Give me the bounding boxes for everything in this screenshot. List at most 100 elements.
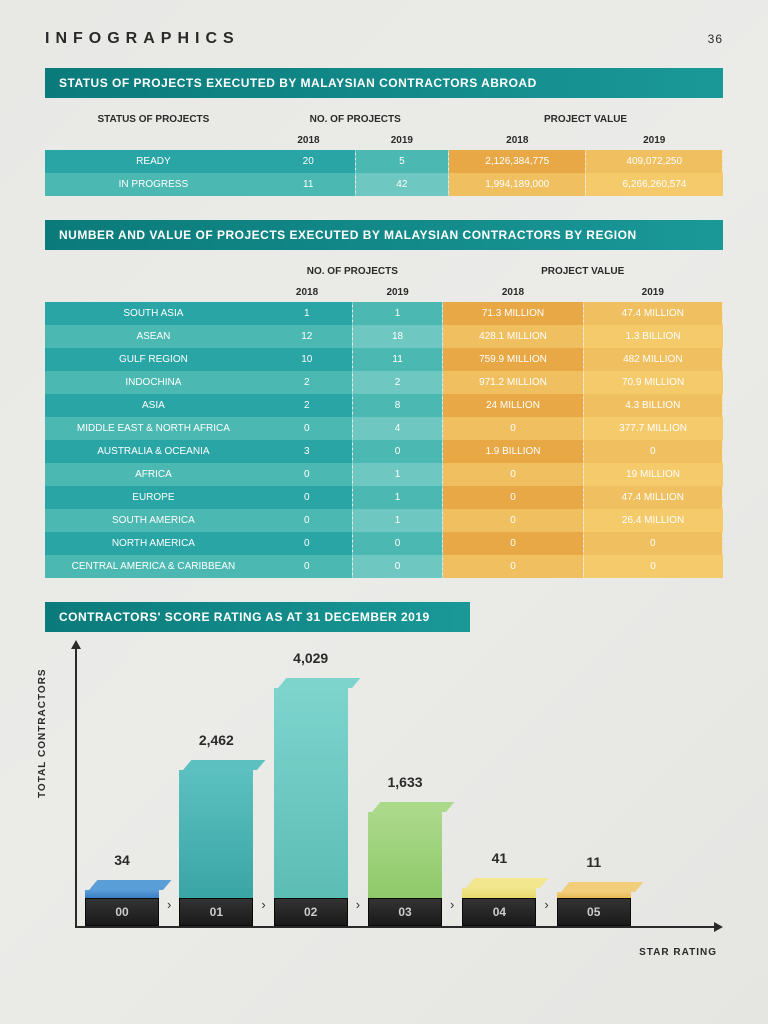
bar-value-label: 34 xyxy=(85,852,159,868)
cell: 1 xyxy=(352,463,443,486)
cell: 20 xyxy=(262,150,355,173)
cell: 5 xyxy=(355,150,448,173)
table-row: ASEAN1218428.1 MILLION1.3 BILLION xyxy=(45,325,723,348)
bar-value-label: 1,633 xyxy=(368,774,442,790)
table-header-row: NO. OF PROJECTS PROJECT VALUE xyxy=(45,260,723,283)
table-row: AUSTRALIA & OCEANIA301.9 BILLION0 xyxy=(45,440,723,463)
cell: 12 xyxy=(262,325,353,348)
table-row: EUROPE01047.4 MILLION xyxy=(45,486,723,509)
cell: 0 xyxy=(443,509,583,532)
y-axis xyxy=(75,648,77,928)
cell: 0 xyxy=(443,532,583,555)
bar-base-label: 04 xyxy=(462,898,536,926)
cell: 2 xyxy=(262,371,353,394)
table-region: NO. OF PROJECTS PROJECT VALUE 2018 2019 … xyxy=(45,260,723,578)
cell: 1,994,189,000 xyxy=(449,173,586,196)
cell: 0 xyxy=(583,440,722,463)
cell: 18 xyxy=(352,325,443,348)
cell: 409,072,250 xyxy=(586,150,723,173)
col-numproj: NO. OF PROJECTS xyxy=(262,108,449,131)
cell: 0 xyxy=(352,440,443,463)
cell: 2,126,384,775 xyxy=(449,150,586,173)
cell: 0 xyxy=(443,555,583,578)
table-status: STATUS OF PROJECTS NO. OF PROJECTS PROJE… xyxy=(45,108,723,196)
cell: 0 xyxy=(262,532,353,555)
x-axis-label: STAR RATING xyxy=(639,947,717,958)
bar-base-label: 05 xyxy=(557,898,631,926)
cell: 1 xyxy=(352,486,443,509)
col-status: STATUS OF PROJECTS xyxy=(45,108,262,131)
bar-value-label: 41 xyxy=(462,850,536,866)
row-label: EUROPE xyxy=(45,486,262,509)
table-row: CENTRAL AMERICA & CARIBBEAN0000 xyxy=(45,555,723,578)
section-status-abroad: STATUS OF PROJECTS EXECUTED BY MALAYSIAN… xyxy=(45,68,723,196)
cell: 1.3 BILLION xyxy=(583,325,722,348)
row-label: SOUTH AMERICA xyxy=(45,509,262,532)
bar-04: 4104 xyxy=(462,878,536,926)
col-projval: PROJECT VALUE xyxy=(449,108,723,131)
cell: 0 xyxy=(262,486,353,509)
bar-base-label: 02 xyxy=(274,898,348,926)
cell: 0 xyxy=(352,532,443,555)
row-label: SOUTH ASIA xyxy=(45,302,262,325)
section1-title: STATUS OF PROJECTS EXECUTED BY MALAYSIAN… xyxy=(45,68,723,98)
cell: 11 xyxy=(352,348,443,371)
bar-chart: TOTAL CONTRACTORS STAR RATING 3400›2,462… xyxy=(45,648,723,958)
table-row: READY2052,126,384,775409,072,250 xyxy=(45,150,723,173)
cell: 2 xyxy=(352,371,443,394)
col-projval: PROJECT VALUE xyxy=(443,260,723,283)
bar-value-label: 2,462 xyxy=(179,732,253,748)
arrow-separator: › xyxy=(450,897,454,912)
table-row: NORTH AMERICA0000 xyxy=(45,532,723,555)
cell: 971.2 MILLION xyxy=(443,371,583,394)
bar-base-label: 03 xyxy=(368,898,442,926)
cell: 4.3 BILLION xyxy=(583,394,722,417)
bar-base-label: 01 xyxy=(179,898,253,926)
cell: 10 xyxy=(262,348,353,371)
row-label: IN PROGRESS xyxy=(45,173,262,196)
cell: 1 xyxy=(352,509,443,532)
cell: 47.4 MILLION xyxy=(583,486,722,509)
bars-container: 3400›2,46201›4,02902›1,63303›4104›1105 xyxy=(85,678,631,926)
row-label: INDOCHINA xyxy=(45,371,262,394)
cell: 1.9 BILLION xyxy=(443,440,583,463)
cell: 2 xyxy=(262,394,353,417)
cell: 47.4 MILLION xyxy=(583,302,722,325)
bar-value-label: 4,029 xyxy=(274,650,348,666)
cell: 70.9 MILLION xyxy=(583,371,722,394)
row-label: AFRICA xyxy=(45,463,262,486)
table-row: SOUTH ASIA1171.3 MILLION47.4 MILLION xyxy=(45,302,723,325)
x-axis xyxy=(75,926,715,928)
row-label: AUSTRALIA & OCEANIA xyxy=(45,440,262,463)
arrow-separator: › xyxy=(167,897,171,912)
page-title: INFOGRAPHICS xyxy=(45,30,240,48)
col-numproj: NO. OF PROJECTS xyxy=(262,260,443,283)
row-label: READY xyxy=(45,150,262,173)
cell: 71.3 MILLION xyxy=(443,302,583,325)
cell: 6,266,260,574 xyxy=(586,173,723,196)
bar-03: 1,63303 xyxy=(368,802,442,926)
cell: 0 xyxy=(262,509,353,532)
cell: 11 xyxy=(262,173,355,196)
row-label: NORTH AMERICA xyxy=(45,532,262,555)
y-axis-label: TOTAL CONTRACTORS xyxy=(37,668,48,798)
section2-title: NUMBER AND VALUE OF PROJECTS EXECUTED BY… xyxy=(45,220,723,250)
barchart-title: CONTRACTORS' SCORE RATING AS AT 31 DECEM… xyxy=(45,602,470,632)
cell: 4 xyxy=(352,417,443,440)
cell: 377.7 MILLION xyxy=(583,417,722,440)
cell: 19 MILLION xyxy=(583,463,722,486)
cell: 0 xyxy=(583,532,722,555)
cell: 482 MILLION xyxy=(583,348,722,371)
cell: 42 xyxy=(355,173,448,196)
cell: 24 MILLION xyxy=(443,394,583,417)
bar-base-label: 00 xyxy=(85,898,159,926)
row-label: MIDDLE EAST & NORTH AFRICA xyxy=(45,417,262,440)
bar-02: 4,02902 xyxy=(274,678,348,926)
row-label: ASIA xyxy=(45,394,262,417)
cell: 0 xyxy=(443,486,583,509)
arrow-separator: › xyxy=(261,897,265,912)
cell: 0 xyxy=(583,555,722,578)
bar-01: 2,46201 xyxy=(179,760,253,926)
table-row: MIDDLE EAST & NORTH AFRICA040377.7 MILLI… xyxy=(45,417,723,440)
cell: 8 xyxy=(352,394,443,417)
